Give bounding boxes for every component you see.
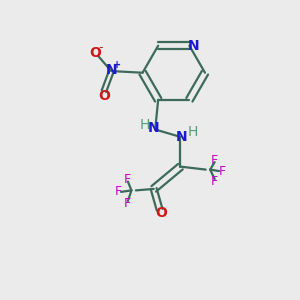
Text: F: F — [218, 165, 226, 178]
Text: F: F — [123, 197, 130, 210]
Text: H: H — [187, 124, 197, 139]
Text: N: N — [148, 121, 160, 135]
Text: F: F — [115, 185, 122, 198]
Text: F: F — [211, 175, 218, 188]
Text: F: F — [211, 154, 218, 166]
Text: H: H — [140, 118, 150, 132]
Text: N: N — [188, 39, 200, 53]
Text: N: N — [106, 63, 117, 77]
Text: N: N — [176, 130, 188, 144]
Text: O: O — [98, 88, 110, 103]
Text: O: O — [155, 206, 167, 220]
Text: O: O — [89, 46, 101, 60]
Text: +: + — [112, 60, 121, 70]
Text: F: F — [123, 172, 130, 186]
Text: -: - — [99, 41, 103, 54]
